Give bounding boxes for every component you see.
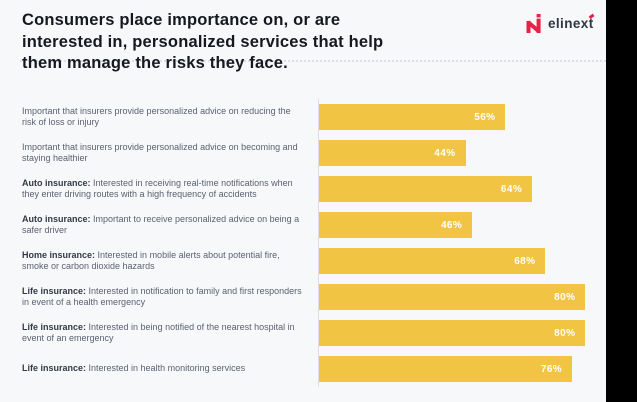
plot-area: 46% <box>318 207 637 243</box>
category-label-prefix: Auto insurance: <box>22 177 94 188</box>
category-label-prefix: Home insurance: <box>22 249 98 260</box>
value-label: 64% <box>500 183 523 195</box>
bar: 68% <box>319 248 546 274</box>
category-label-text: Interested in mobile alerts about potent… <box>22 249 280 272</box>
category-label: Auto insurance: Interested in receiving … <box>22 178 318 201</box>
category-label-text: Interested in health monitoring services <box>88 363 246 374</box>
category-label: Life insurance: Interested in notificati… <box>22 286 318 309</box>
category-label: Life insurance: Interested in being noti… <box>22 322 318 345</box>
elinext-n-icon <box>526 14 541 33</box>
title-line-1: Consumers place importance on, or are <box>22 11 341 29</box>
title-line-3: them manage the risks they face. <box>22 54 288 72</box>
category-label: Home insurance: Interested in mobile ale… <box>22 250 318 273</box>
category-label-prefix: Life insurance: <box>22 321 89 332</box>
category-label-prefix: Life insurance: <box>22 363 89 374</box>
category-label-text: Interested in notification to family and… <box>22 285 302 308</box>
plot-area: 44% <box>318 135 637 171</box>
category-label-prefix: Auto insurance: <box>22 213 94 224</box>
category-label: Auto insurance: Important to receive per… <box>22 214 318 237</box>
bar: 44% <box>319 140 466 166</box>
bar: 46% <box>319 212 473 238</box>
value-label: 76% <box>540 363 563 375</box>
category-label-text: Important that insurers provide personal… <box>22 141 298 164</box>
value-label: 80% <box>554 327 576 339</box>
category-label-text: Interested in receiving real-time notifi… <box>22 177 293 200</box>
letterbox-strip <box>606 0 637 402</box>
logo-letter-t: t <box>588 16 594 31</box>
bar-chart: Important that insurers provide personal… <box>22 99 637 387</box>
chart-row: Important that insurers provide personal… <box>22 99 637 135</box>
value-label: 44% <box>434 147 456 159</box>
dotted-separator <box>20 60 606 62</box>
plot-area: 80% <box>318 279 637 315</box>
title-line-2: interested in, personalized services tha… <box>22 32 384 51</box>
chart-row: Auto insurance: Important to receive per… <box>22 207 637 243</box>
category-label-text: Interested in being notified of the near… <box>22 321 295 344</box>
chart-row: Important that insurers provide personal… <box>22 135 637 171</box>
category-label-prefix: Life insurance: <box>22 285 89 296</box>
logo-text: elinext <box>548 16 594 31</box>
category-label: Life insurance: Interested in health mon… <box>22 363 318 375</box>
bar: 56% <box>319 104 506 130</box>
value-label: 46% <box>440 219 463 231</box>
category-label-text: Important to receive personalized advice… <box>22 213 300 236</box>
bar: 76% <box>319 356 573 382</box>
chart-row: Life insurance: Interested in notificati… <box>22 279 637 315</box>
value-label: 80% <box>554 291 576 303</box>
plot-area: 76% <box>318 351 637 387</box>
plot-area: 56% <box>318 99 637 135</box>
elinext-logo: elinext <box>526 14 594 33</box>
chart-row: Life insurance: Interested in being noti… <box>22 315 637 351</box>
category-label: Important that insurers provide personal… <box>22 142 318 165</box>
value-label: 56% <box>474 111 496 123</box>
chart-row: Life insurance: Interested in health mon… <box>22 351 637 387</box>
plot-area: 68% <box>318 243 637 279</box>
bar: 80% <box>319 320 586 346</box>
chart-row: Home insurance: Interested in mobile ale… <box>22 243 637 279</box>
plot-area: 64% <box>318 171 637 207</box>
category-label: Important that insurers provide personal… <box>22 106 318 129</box>
plot-area: 80% <box>318 315 637 351</box>
value-label: 68% <box>514 255 536 267</box>
bar: 64% <box>319 176 533 202</box>
category-label-text: Important that insurers provide personal… <box>22 105 291 128</box>
page-title: Consumers place importance on, or are in… <box>22 10 472 75</box>
chart-row: Auto insurance: Interested in receiving … <box>22 171 637 207</box>
bar: 80% <box>319 284 586 310</box>
